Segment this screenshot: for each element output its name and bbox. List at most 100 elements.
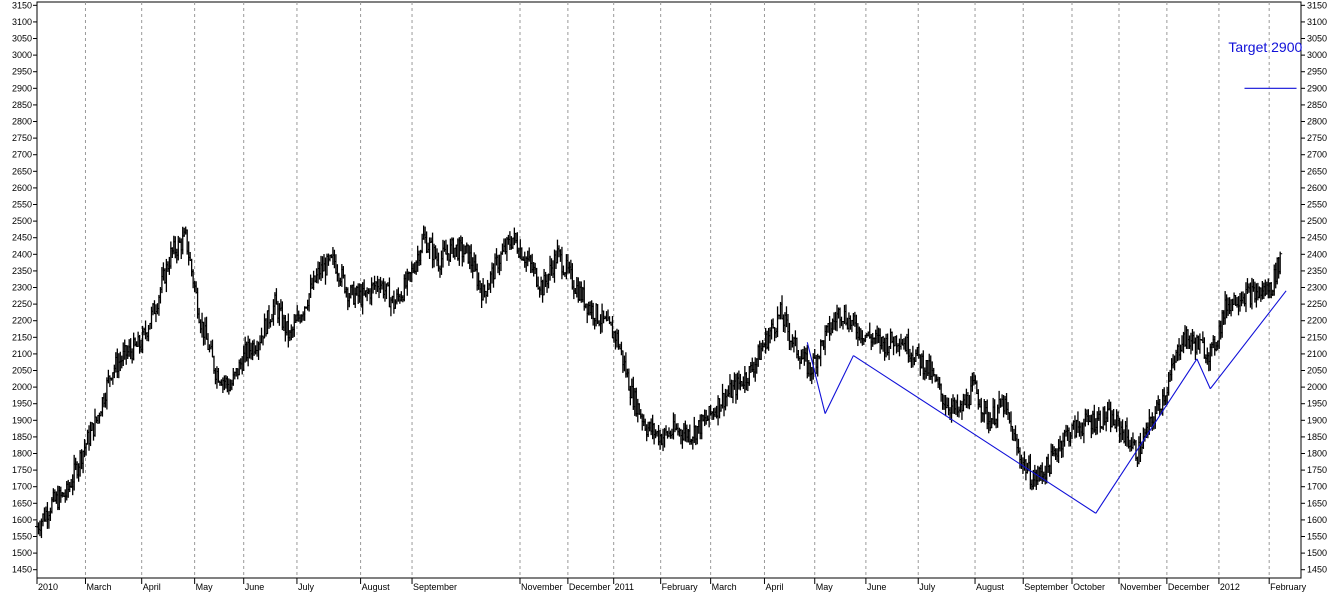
- y-tick-label: 1550: [1307, 532, 1327, 542]
- y-tick-label: 1650: [1307, 498, 1327, 508]
- y-tick-label: 3100: [1307, 17, 1327, 27]
- y-tick-label: 1950: [12, 399, 32, 409]
- trend-line: [1196, 358, 1211, 389]
- x-tick-label: September: [413, 582, 457, 592]
- y-tick-label: 1550: [12, 532, 32, 542]
- y-tick-label: 2850: [12, 100, 32, 110]
- y-tick-label: 2050: [12, 366, 32, 376]
- y-tick-label: 1850: [1307, 432, 1327, 442]
- x-tick-label: December: [1168, 582, 1210, 592]
- y-tick-label: 1600: [1307, 515, 1327, 525]
- y-tick-label: 3150: [12, 0, 32, 10]
- y-tick-label: 1650: [12, 498, 32, 508]
- x-tick-label: November: [1120, 582, 1162, 592]
- y-tick-label: 2400: [12, 249, 32, 259]
- x-tick-label: April: [765, 582, 783, 592]
- x-tick-label: 2011: [615, 582, 634, 592]
- y-tick-label: 2050: [1307, 366, 1327, 376]
- y-tick-label: 1900: [12, 415, 32, 425]
- y-tick-label: 1600: [12, 515, 32, 525]
- x-tick-label: September: [1024, 582, 1068, 592]
- trend-line: [824, 355, 854, 414]
- y-tick-label: 2400: [1307, 249, 1327, 259]
- y-tick-label: 2500: [12, 216, 32, 226]
- y-tick-label: 2800: [12, 117, 32, 127]
- y-tick-label: 3050: [12, 34, 32, 44]
- y-tick-label: 1450: [12, 565, 32, 575]
- y-axis-right: 1450 1500 1550 1600 1650 1700 1750 1800 1850 1900…: [1301, 0, 1327, 575]
- price-bars: [35, 225, 1283, 539]
- x-tick-label: July: [919, 582, 936, 592]
- y-tick-label: 2000: [1307, 382, 1327, 392]
- y-tick-label: 2550: [12, 200, 32, 210]
- y-tick-label: 2450: [1307, 233, 1327, 243]
- y-tick-label: 2200: [12, 316, 32, 326]
- x-tick-label: November: [521, 582, 563, 592]
- x-tick-label: October: [1073, 582, 1105, 592]
- y-tick-label: 1800: [12, 449, 32, 459]
- y-tick-label: 1700: [1307, 482, 1327, 492]
- x-tick-label: May: [196, 582, 214, 592]
- y-tick-label: 1450: [1307, 565, 1327, 575]
- y-tick-label: 2650: [12, 166, 32, 176]
- y-tick-label: 1700: [12, 482, 32, 492]
- y-tick-label: 3000: [12, 50, 32, 60]
- x-tick-label: 2010: [38, 582, 58, 592]
- y-tick-label: 1850: [12, 432, 32, 442]
- trend-line: [853, 355, 1097, 514]
- y-tick-label: 2450: [12, 233, 32, 243]
- y-tick-label: 2100: [12, 349, 32, 359]
- x-tick-label: May: [816, 582, 834, 592]
- y-tick-label: 3000: [1307, 50, 1327, 60]
- x-tick-label: March: [86, 582, 111, 592]
- y-tick-label: 2650: [1307, 166, 1327, 176]
- y-tick-label: 2950: [12, 67, 32, 77]
- x-axis: 2010 March April May June July August September…: [36, 578, 1307, 592]
- x-tick-label: July: [298, 582, 315, 592]
- x-tick-label: August: [362, 582, 391, 592]
- y-tick-label: 3150: [1307, 0, 1327, 10]
- x-tick-label: August: [976, 582, 1005, 592]
- y-tick-label: 2900: [12, 83, 32, 93]
- x-tick-label: February: [1270, 582, 1307, 592]
- annotations: Target 2900: [1228, 39, 1302, 55]
- plot-area: [36, 1, 1302, 579]
- y-tick-label: 2600: [1307, 183, 1327, 193]
- y-tick-label: 2100: [1307, 349, 1327, 359]
- trend-lines: [806, 87, 1297, 514]
- y-tick-label: 2150: [1307, 332, 1327, 342]
- y-tick-label: 2700: [1307, 150, 1327, 160]
- y-tick-label: 2500: [1307, 216, 1327, 226]
- x-tick-label: June: [867, 582, 887, 592]
- y-tick-label: 1500: [12, 548, 32, 558]
- y-tick-label: 1950: [1307, 399, 1327, 409]
- y-tick-label: 1750: [1307, 465, 1327, 475]
- y-tick-label: 2150: [12, 332, 32, 342]
- y-tick-label: 2800: [1307, 117, 1327, 127]
- grid-lines: [84, 2, 1270, 578]
- y-tick-label: 2950: [1307, 67, 1327, 77]
- y-tick-label: 2300: [12, 283, 32, 293]
- y-tick-label: 2550: [1307, 200, 1327, 210]
- y-tick-label: 3050: [1307, 34, 1327, 44]
- y-tick-label: 2200: [1307, 316, 1327, 326]
- trend-line: [806, 342, 826, 414]
- y-tick-label: 2600: [12, 183, 32, 193]
- y-axis-left: 1450 1500 1550 1600 1650 1700 1750 1800 1850 1900…: [12, 0, 37, 575]
- y-tick-label: 2300: [1307, 283, 1327, 293]
- x-tick-label: December: [569, 582, 611, 592]
- y-tick-label: 1500: [1307, 548, 1327, 558]
- y-tick-label: 2750: [12, 133, 32, 143]
- x-tick-label: June: [245, 582, 265, 592]
- y-tick-label: 2700: [12, 150, 32, 160]
- y-tick-label: 2350: [12, 266, 32, 276]
- target-annotation: Target 2900: [1228, 39, 1302, 55]
- y-tick-label: 2000: [12, 382, 32, 392]
- trend-line: [1095, 358, 1198, 514]
- y-tick-label: 2350: [1307, 266, 1327, 276]
- y-tick-label: 2850: [1307, 100, 1327, 110]
- y-tick-label: 2250: [12, 299, 32, 309]
- x-tick-label: April: [143, 582, 161, 592]
- y-tick-label: 2250: [1307, 299, 1327, 309]
